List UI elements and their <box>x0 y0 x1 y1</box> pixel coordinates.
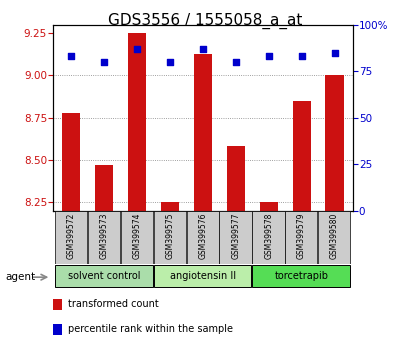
Text: GSM399580: GSM399580 <box>329 212 338 259</box>
Text: percentile rank within the sample: percentile rank within the sample <box>68 324 233 334</box>
Bar <box>55 211 87 264</box>
Bar <box>317 211 349 264</box>
Text: torcetrapib: torcetrapib <box>274 270 328 281</box>
Text: GDS3556 / 1555058_a_at: GDS3556 / 1555058_a_at <box>108 12 301 29</box>
Bar <box>88 211 120 264</box>
Text: GSM399576: GSM399576 <box>198 212 207 259</box>
Point <box>166 59 173 65</box>
Bar <box>259 202 277 211</box>
Text: GSM399572: GSM399572 <box>67 212 76 259</box>
Bar <box>128 33 146 211</box>
Text: solvent control: solvent control <box>68 270 140 281</box>
Bar <box>95 165 113 211</box>
Bar <box>120 211 153 264</box>
Bar <box>186 211 218 264</box>
Bar <box>252 211 284 264</box>
Point <box>232 59 238 65</box>
Bar <box>226 147 244 211</box>
Bar <box>62 113 80 211</box>
Bar <box>252 265 349 287</box>
Text: transformed count: transformed count <box>68 299 159 309</box>
Bar <box>193 53 211 211</box>
Point <box>330 50 337 56</box>
Point <box>298 53 304 59</box>
Text: GSM399577: GSM399577 <box>231 212 240 259</box>
Text: GSM399579: GSM399579 <box>297 212 306 259</box>
Text: GSM399578: GSM399578 <box>263 212 272 259</box>
Point <box>68 53 74 59</box>
Bar <box>285 211 317 264</box>
Bar <box>161 202 179 211</box>
Text: GSM399575: GSM399575 <box>165 212 174 259</box>
Bar <box>153 211 185 264</box>
Bar <box>219 211 251 264</box>
Bar <box>325 75 343 211</box>
Point <box>265 53 271 59</box>
Point <box>101 59 107 65</box>
Point <box>199 46 206 52</box>
Bar <box>292 101 310 211</box>
Bar <box>153 265 251 287</box>
Point <box>134 46 140 52</box>
Text: GSM399574: GSM399574 <box>133 212 142 259</box>
Text: agent: agent <box>5 272 35 282</box>
Text: GSM399573: GSM399573 <box>99 212 108 259</box>
Bar <box>55 265 152 287</box>
Text: angiotensin II: angiotensin II <box>169 270 236 281</box>
